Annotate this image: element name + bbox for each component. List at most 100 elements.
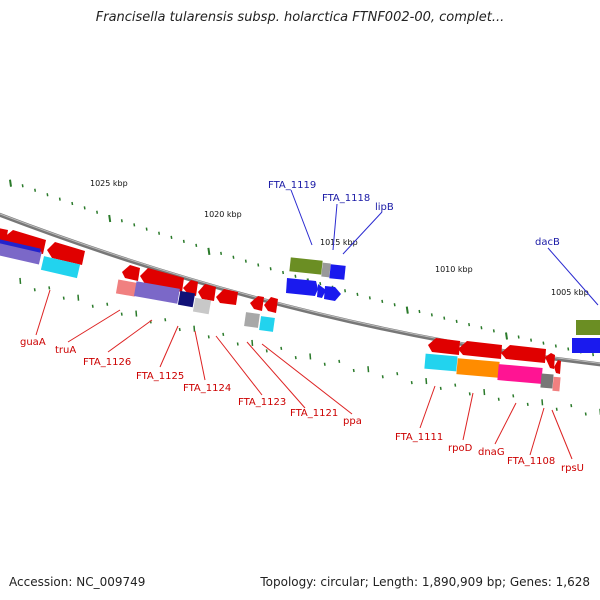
inner-tick bbox=[381, 375, 384, 379]
gene-box-grey bbox=[192, 297, 212, 315]
ruler-tick bbox=[58, 197, 61, 201]
ruler-tick bbox=[455, 319, 458, 323]
gene-label-fta1125: FTA_1125 bbox=[136, 371, 184, 382]
gene-label-fta1118: FTA_1118 bbox=[322, 193, 370, 204]
ruler-tick bbox=[505, 332, 508, 340]
ruler-tick bbox=[517, 335, 520, 339]
leader-fta1123 bbox=[215, 335, 263, 396]
inner-tick bbox=[120, 312, 123, 316]
gene-box-salmon bbox=[115, 279, 138, 297]
leader-fta1126 bbox=[107, 319, 153, 353]
gene-box-cyan-right bbox=[424, 353, 458, 372]
ruler-tick bbox=[592, 353, 595, 357]
inner-tick bbox=[497, 397, 500, 401]
forward-genes bbox=[286, 257, 600, 353]
gene-box-left-cyan bbox=[40, 256, 81, 279]
ruler-tick bbox=[381, 299, 384, 303]
inner-tick bbox=[178, 327, 181, 332]
ruler-tick bbox=[282, 270, 285, 275]
inner-tick bbox=[33, 288, 36, 292]
inner-tick bbox=[309, 353, 312, 360]
ruler-tick bbox=[133, 223, 136, 227]
inner-tick bbox=[222, 332, 225, 337]
gene-arrow-1122 bbox=[216, 289, 238, 305]
inner-tick bbox=[251, 339, 254, 347]
gene-box-left-purple bbox=[0, 242, 42, 265]
accession-label: Accession: NC_009749 bbox=[9, 575, 146, 589]
gene-label-dnag: dnaG bbox=[478, 447, 505, 458]
gene-arrow-left-3 bbox=[47, 242, 85, 265]
gene-box-purple bbox=[133, 281, 180, 304]
ruler-tick bbox=[9, 179, 12, 187]
leader-fta1119 bbox=[290, 189, 313, 246]
inner-tick bbox=[526, 402, 529, 406]
ruler-label-1005: 1005 kbp bbox=[551, 288, 589, 297]
inner-tick bbox=[193, 325, 196, 332]
ruler-tick bbox=[34, 188, 37, 192]
gene-arrow-fta1119 bbox=[286, 278, 318, 296]
inner-tick bbox=[541, 399, 544, 406]
leader-fta1121 bbox=[246, 341, 306, 409]
ruler-tick bbox=[542, 341, 545, 345]
leader-fta1124 bbox=[194, 330, 206, 381]
inner-tick bbox=[280, 346, 283, 350]
topology-summary: Topology: circular; Length: 1,890,909 bp… bbox=[260, 575, 590, 589]
gene-label-rpsu: rpsU bbox=[561, 463, 584, 474]
inner-tick bbox=[91, 304, 94, 308]
ruler-tick bbox=[182, 239, 185, 244]
gene-label-fta1108: FTA_1108 bbox=[507, 456, 555, 467]
reverse-genes-left bbox=[0, 228, 278, 332]
gene-label-guaa: guaA bbox=[20, 337, 46, 348]
ruler-tick bbox=[430, 313, 433, 317]
inner-tick bbox=[207, 335, 210, 339]
gene-label-dacb: dacB bbox=[535, 237, 560, 248]
gene-box-salmon-right bbox=[552, 376, 561, 392]
gene-label-fta1111: FTA_1111 bbox=[395, 432, 443, 443]
reverse-leaders bbox=[35, 289, 573, 460]
ruler-tick bbox=[21, 184, 24, 188]
reverse-gene-labels: guaA truA FTA_1126 FTA_1125 FTA_1124 FTA… bbox=[20, 337, 584, 474]
leader-lipb bbox=[342, 211, 383, 255]
ruler-tick bbox=[83, 206, 86, 210]
inner-tick bbox=[425, 377, 428, 385]
gene-arrow-rpsu bbox=[554, 360, 561, 374]
inner-tick bbox=[468, 392, 471, 396]
ruler-tick bbox=[368, 296, 371, 300]
inner-tick bbox=[62, 296, 65, 300]
gene-arrow-1125 bbox=[140, 268, 184, 292]
ruler-tick bbox=[530, 338, 533, 342]
inner-tick bbox=[323, 362, 326, 366]
map-title: Francisella tularensis subsp. holarctica… bbox=[95, 10, 505, 25]
ruler-tick bbox=[443, 316, 446, 320]
leader-fta1125 bbox=[159, 325, 179, 368]
ruler-tick bbox=[356, 292, 359, 296]
inner-tick bbox=[367, 366, 370, 373]
inner-tick bbox=[265, 349, 268, 353]
gene-label-rpod: rpoD bbox=[448, 443, 473, 454]
gene-label-fta1121: FTA_1121 bbox=[290, 408, 338, 419]
ruler-tick bbox=[46, 193, 49, 197]
ruler-label-1015: 1015 kbp bbox=[320, 238, 358, 247]
gene-arrow-1124 bbox=[183, 280, 198, 296]
inner-tick bbox=[106, 302, 109, 306]
ruler-tick bbox=[207, 247, 211, 256]
gene-label-fta1124: FTA_1124 bbox=[183, 383, 231, 394]
inner-tick bbox=[396, 372, 399, 376]
gene-label-fta1126: FTA_1126 bbox=[83, 357, 131, 368]
leader-guaa bbox=[35, 289, 51, 336]
gene-fta1118-box bbox=[321, 262, 331, 278]
inner-tick bbox=[584, 412, 587, 416]
ruler-tick bbox=[195, 243, 198, 248]
inner-tick bbox=[439, 386, 442, 390]
leader-rpsu bbox=[551, 409, 573, 460]
ruler-tick bbox=[170, 235, 173, 239]
gene-arrow-ppa bbox=[264, 297, 278, 313]
gene-arrow-lipb bbox=[324, 286, 341, 301]
ruler-tick bbox=[71, 201, 74, 206]
gene-dacb-blue bbox=[572, 338, 600, 353]
inner-tick bbox=[483, 389, 486, 396]
inner-tick bbox=[19, 277, 22, 285]
ruler-tick bbox=[120, 219, 123, 223]
ruler-tick bbox=[232, 255, 235, 259]
